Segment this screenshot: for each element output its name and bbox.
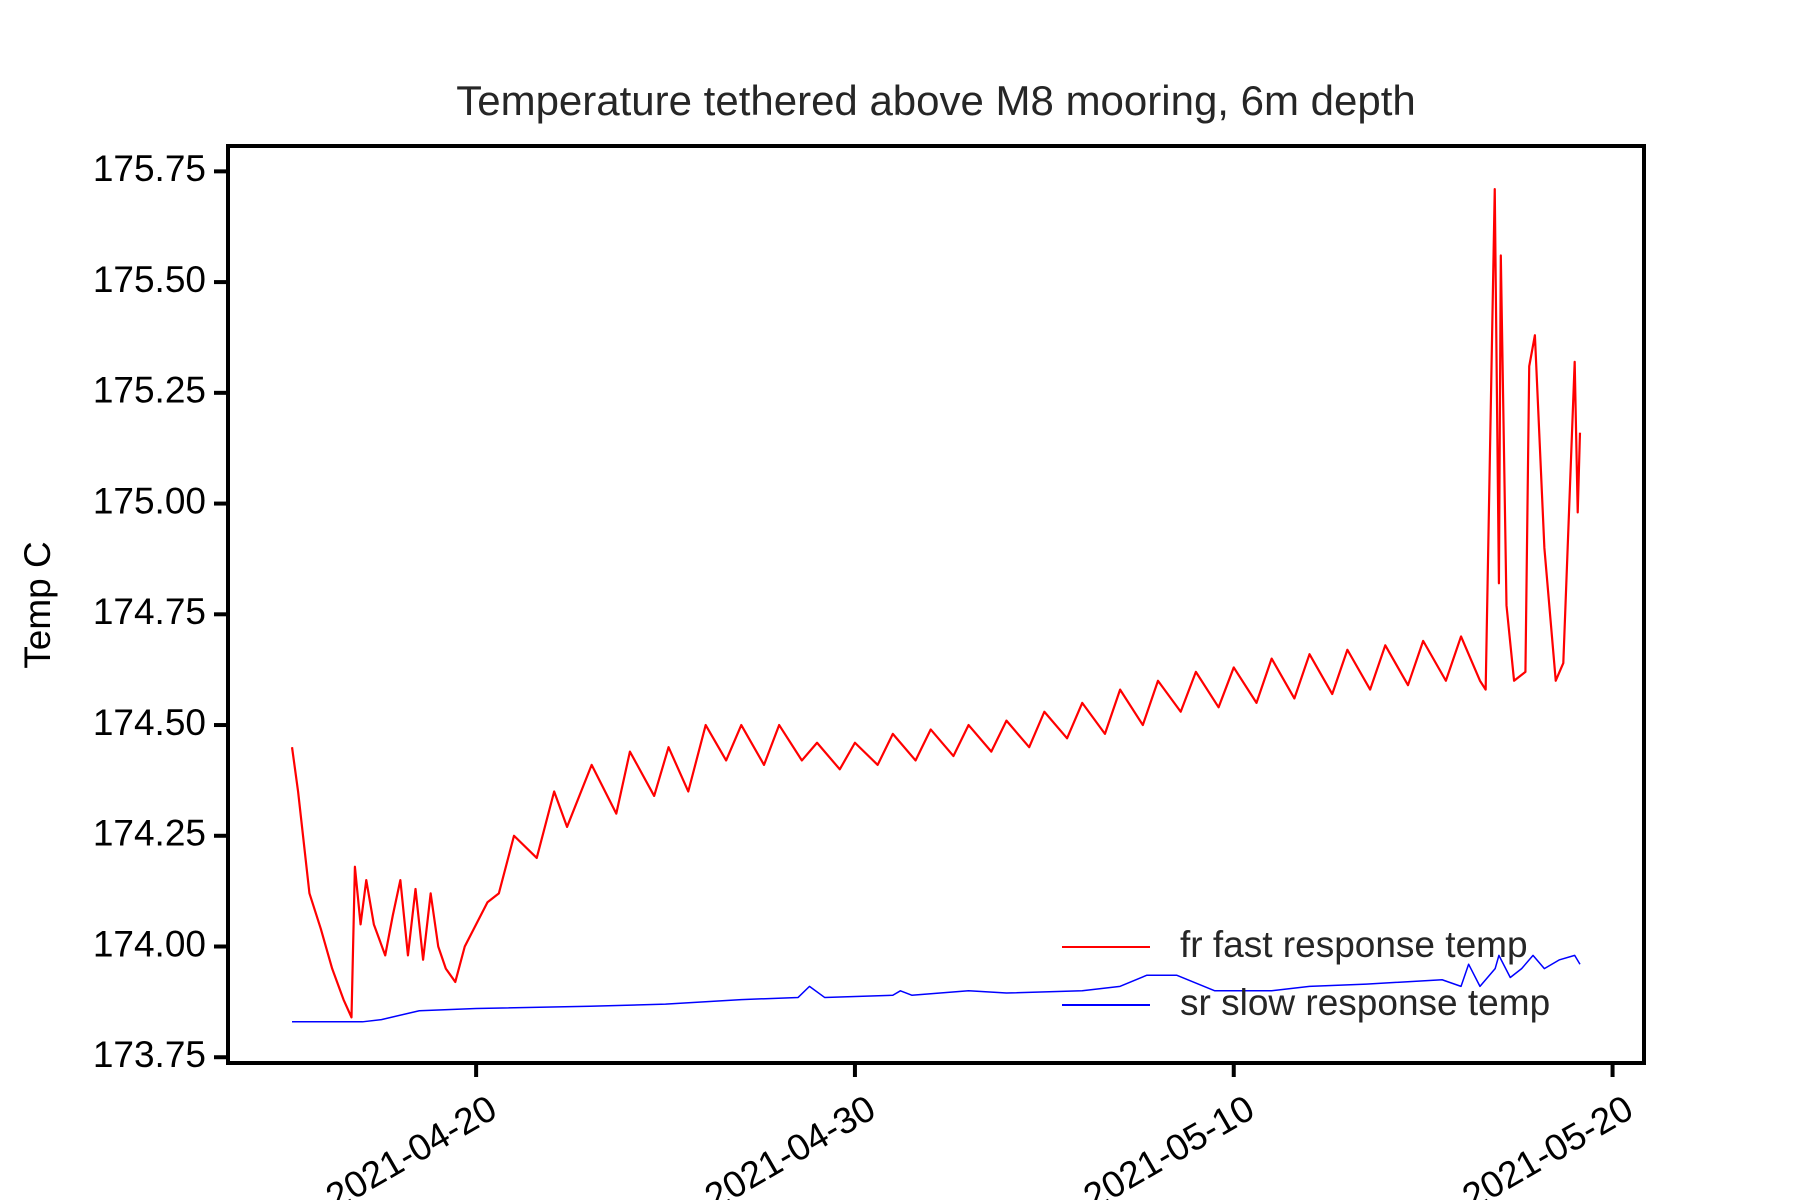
y-tick-label: 173.75 bbox=[93, 1034, 206, 1075]
x-tick-label: 2021-04-20 bbox=[319, 1087, 503, 1200]
x-tick-label: 2021-05-10 bbox=[1077, 1087, 1261, 1200]
plot-frame bbox=[226, 144, 1646, 1065]
legend-label: sr slow response temp bbox=[1180, 982, 1550, 1023]
y-tick-label: 174.25 bbox=[93, 813, 206, 854]
y-tick-label: 174.00 bbox=[93, 923, 206, 964]
y-tick-label: 175.75 bbox=[93, 148, 206, 189]
legend-label: fr fast response temp bbox=[1180, 924, 1528, 965]
series-line bbox=[292, 954, 1581, 1023]
x-tick-label: 2021-04-30 bbox=[698, 1087, 882, 1200]
x-tick-label: 2021-05-20 bbox=[1455, 1087, 1639, 1200]
chart-title: Temperature tethered above M8 mooring, 6… bbox=[456, 77, 1416, 124]
y-tick-label: 175.25 bbox=[93, 370, 206, 411]
series-line bbox=[290, 187, 1582, 1019]
y-tick-label: 175.00 bbox=[93, 480, 206, 521]
y-axis-label: Temp C bbox=[17, 541, 58, 668]
y-tick-label: 175.50 bbox=[93, 259, 206, 300]
y-tick-label: 174.50 bbox=[93, 702, 206, 743]
y-tick-label: 174.75 bbox=[93, 591, 206, 632]
